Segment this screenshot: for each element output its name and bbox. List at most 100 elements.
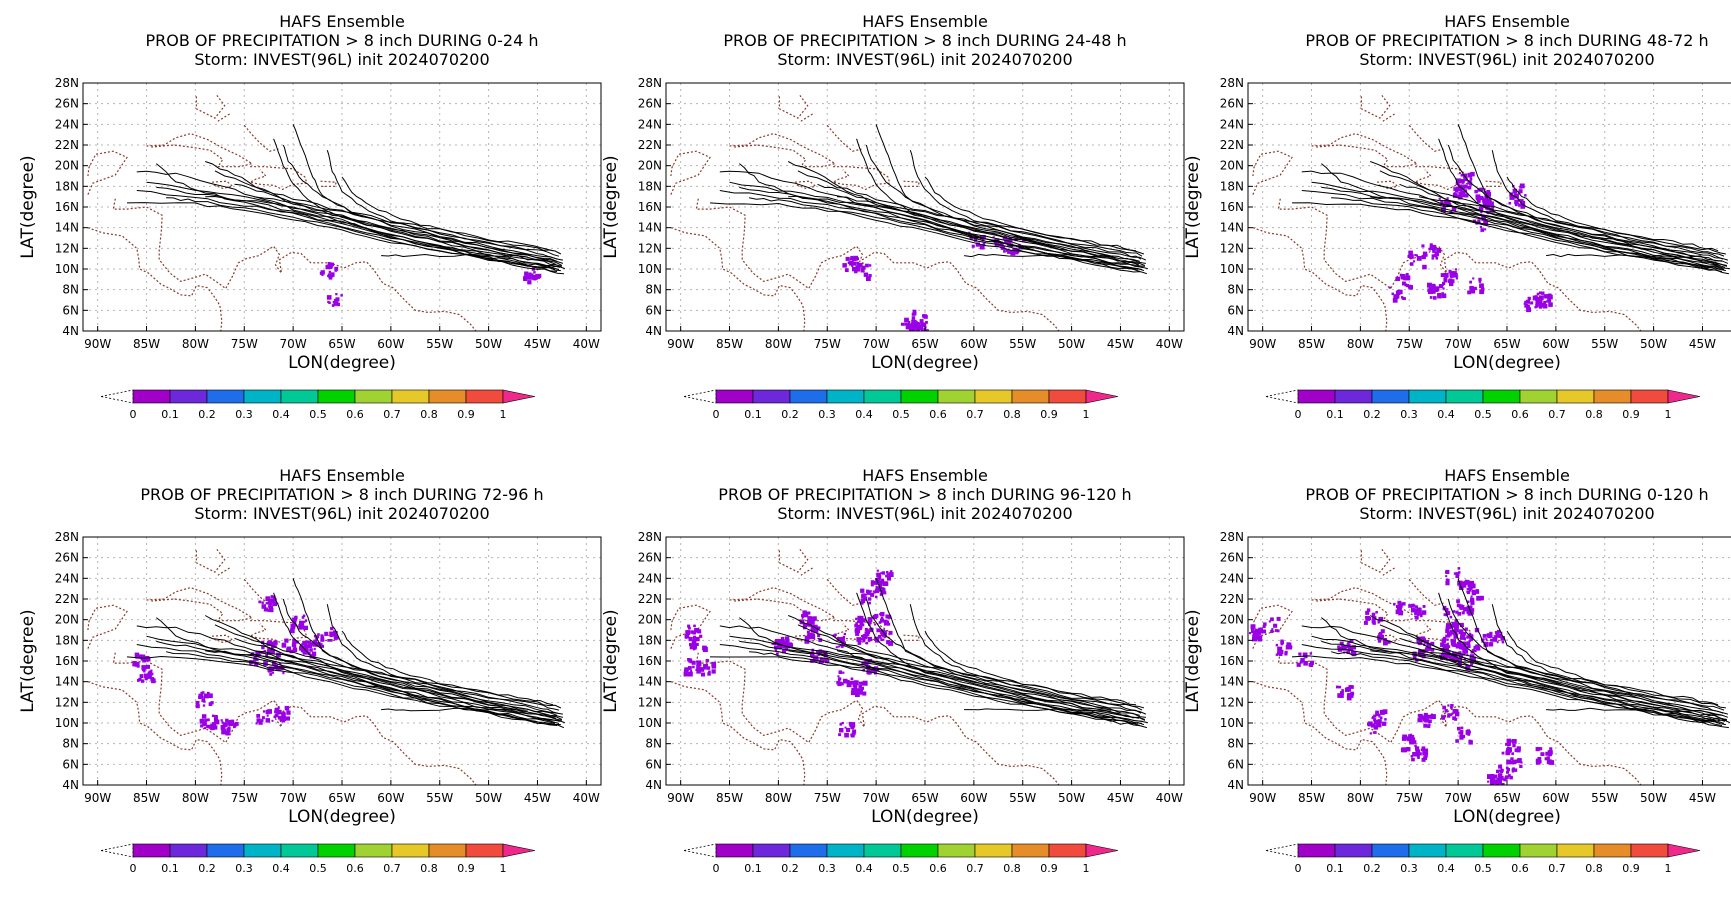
precip-pixel [1484,228,1487,231]
precip-pixel [1423,723,1428,728]
precip-pixel [261,601,264,604]
y-tick-label: 14N [1220,675,1244,689]
precip-pixel [1445,569,1450,574]
y-tick-label: 28N [55,530,79,544]
x-tick-label: 65W [1493,337,1520,351]
precip-pixel [869,590,872,593]
precip-pixel [1420,748,1424,752]
precip-pixel [1464,627,1468,631]
precip-pixel [1393,602,1396,606]
ensemble-track [292,578,564,718]
precip-pixel [878,582,882,585]
precip-pixel [1375,712,1379,717]
precip-pixel [875,578,881,583]
precip-pixel [1459,729,1464,734]
precip-pixel [1395,276,1401,281]
precip-pixel [846,728,849,731]
precip-pixel [523,275,526,279]
precip-pixel [1479,283,1484,289]
precip-pixel [1484,201,1490,207]
precip-pixel [1337,693,1342,698]
y-tick-label: 16N [638,654,662,668]
colorbar-label: 0.3 [235,862,253,875]
precip-pixel [701,672,705,677]
precip-pixel [1500,636,1505,641]
precip-pixel [333,298,337,302]
precip-pixel [255,663,259,666]
precip-pixel [1513,190,1517,194]
precip-pixel [689,643,692,647]
colorbar-cell [354,389,393,404]
colorbar-cell [789,389,828,404]
precip-pixel [1341,689,1344,692]
precip-pixel [1447,713,1450,716]
precip-pixel [1535,300,1540,305]
precip-pixel [850,677,854,681]
precip-pixel [1373,714,1377,718]
precip-pixel [1478,277,1482,282]
precip-pixel [1275,643,1279,647]
precip-pixel [1416,613,1420,616]
colorbar-cell [1630,389,1669,404]
precip-pixel [1372,731,1376,734]
precip-pixel [293,647,297,650]
ensemble-track [341,630,562,709]
precip-pixel [1406,736,1412,742]
precip-pixel [801,614,804,618]
y-tick-label: 6N [62,303,79,317]
precip-pixel [838,677,842,680]
precip-pixel [1409,733,1413,736]
precip-pixel [1417,718,1421,722]
precip-pixel [1252,634,1256,639]
precip-pixel [852,680,857,685]
precip-pixel [1453,273,1458,278]
ensemble-track [1399,183,1722,265]
y-tick-label: 12N [1220,695,1244,709]
colorbar-high-triangle [1085,843,1119,858]
precip-pixel [1539,296,1544,300]
precip-pixel [852,724,856,728]
precip-pixel [1453,627,1459,633]
ensemble-track [719,170,1144,268]
precip-pixel [1501,751,1505,755]
precip-pixel [527,280,532,285]
precip-pixel [1499,776,1504,781]
precip-pixel [1469,580,1475,586]
ensemble-track [326,604,559,714]
precip-pixel [1391,292,1394,296]
precip-pixel [1542,304,1548,309]
coastline [1382,567,1395,576]
precip-pixel [909,327,912,330]
precip-pixel [703,664,706,667]
y-tick-label: 20N [55,159,79,173]
precip-pixel [882,638,885,641]
precip-pixel [1488,633,1493,638]
precip-pixel [1420,614,1423,618]
coastline [112,652,477,785]
y-tick-label: 6N [645,303,662,317]
precip-pixel [1467,733,1470,736]
coastline [794,180,817,190]
precip-pixel [1458,651,1462,655]
coastline [1252,681,1388,785]
precip-pixel [687,658,691,662]
ensemble-track [787,161,1146,266]
colorbar-label: 0.3 [1400,862,1418,875]
colorbar-low-triangle [1265,389,1299,404]
precip-pixel [900,322,904,326]
precip-pixel [1455,739,1459,743]
precip-pixel [1468,589,1472,592]
precip-pixel [1275,653,1279,656]
precip-pixel [859,621,864,626]
precip-area [842,231,1027,331]
colorbar-cell [465,389,504,404]
precip-pixel [1497,787,1500,790]
precip-pixel [144,677,148,681]
precip-pixel [320,270,325,275]
precip-pixel [1456,186,1461,191]
precip-pixel [1503,778,1507,782]
precip-pixel [855,688,860,693]
precip-pixel [294,616,298,620]
precip-pixel [804,635,809,640]
precip-pixel [1485,204,1490,210]
